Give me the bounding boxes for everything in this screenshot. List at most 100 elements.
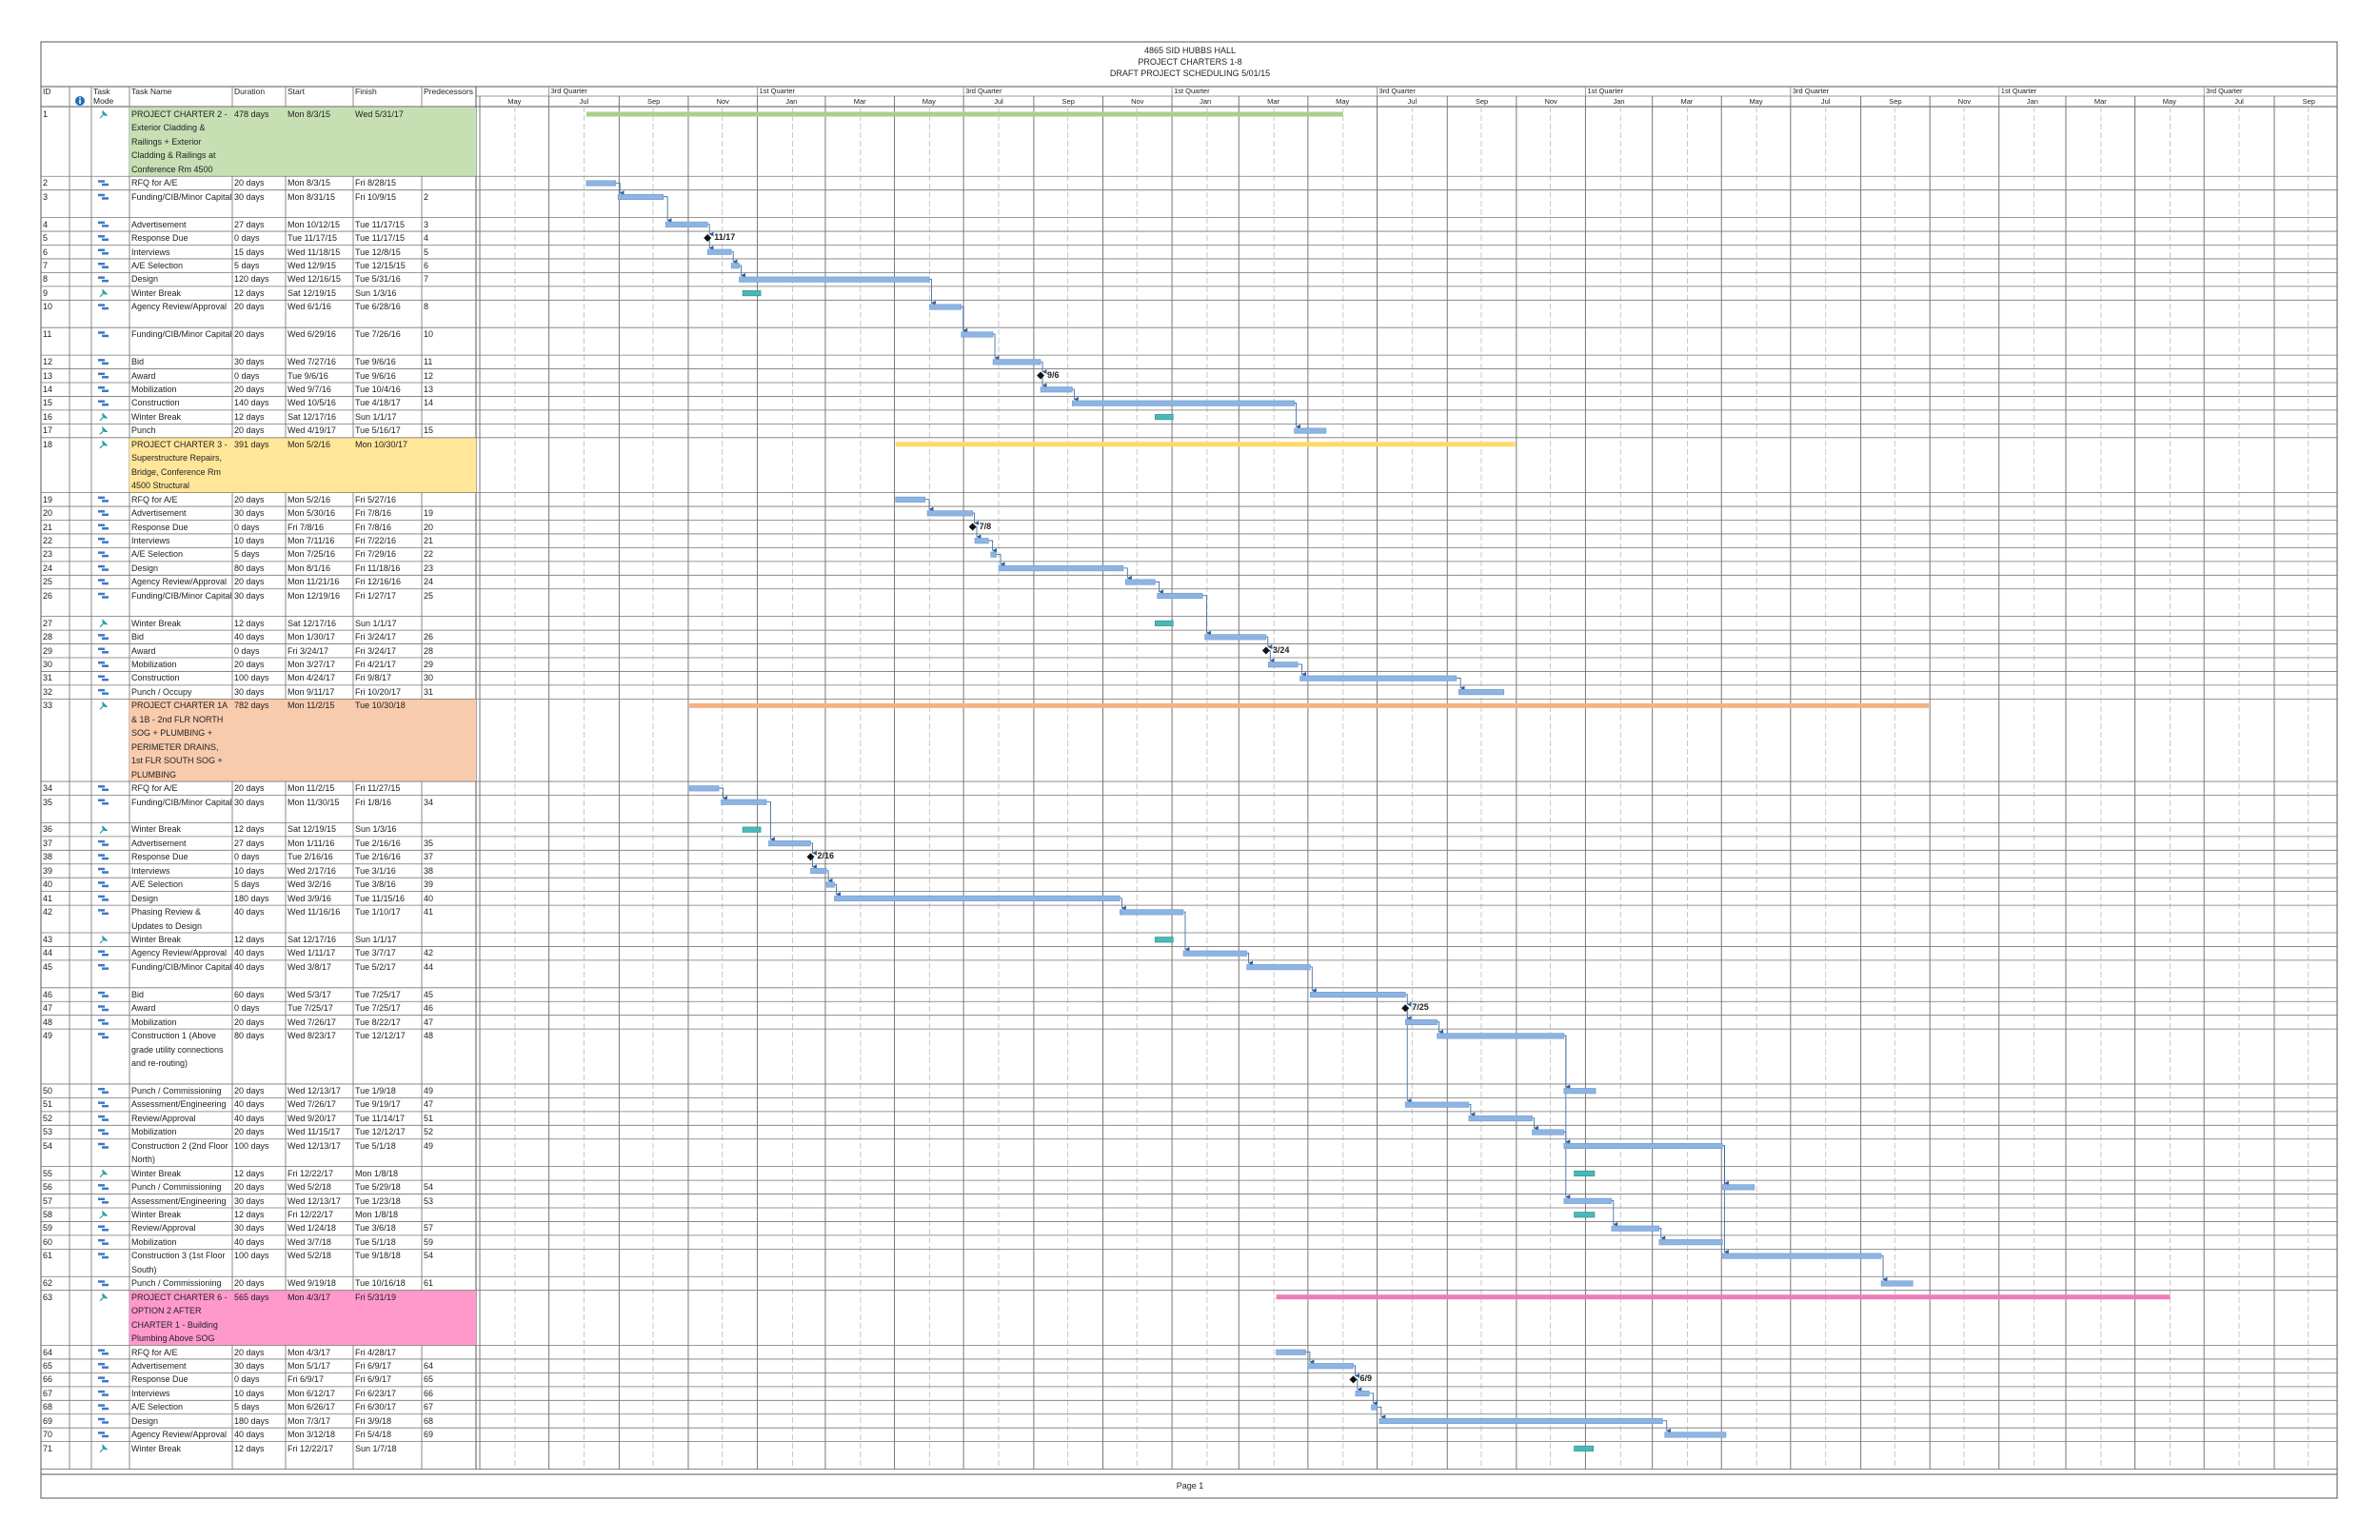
task-name: Design <box>131 1415 159 1426</box>
task-mode-auto-icon <box>102 871 109 874</box>
task-finish: Fri 7/29/16 <box>355 549 397 560</box>
dependency-link <box>993 333 1000 361</box>
task-finish: Sun 1/7/18 <box>355 1443 397 1453</box>
task-start: Mon 7/3/17 <box>288 1415 331 1426</box>
task-start: Mon 9/11/17 <box>288 686 335 697</box>
task-finish: Tue 1/23/18 <box>355 1195 401 1206</box>
task-id: 64 <box>43 1347 53 1357</box>
task-name: Award <box>131 1003 156 1014</box>
task-start: Wed 5/2/18 <box>288 1251 331 1261</box>
dependency-link <box>1722 1145 1729 1254</box>
task-start: Mon 10/12/15 <box>288 219 341 229</box>
task-mode-auto-icon <box>102 596 109 599</box>
task-predecessor: 41 <box>424 907 434 918</box>
dependency-link <box>731 251 738 265</box>
task-name: Winter Break <box>131 618 182 628</box>
task-predecessor: 20 <box>424 522 434 532</box>
task-name: Punch / Commissioning <box>131 1278 222 1289</box>
task-name: Mobilization <box>131 1236 177 1247</box>
task-duration: 80 days <box>234 563 265 573</box>
task-mode-auto-icon <box>98 1087 105 1091</box>
task-mode-auto-icon <box>98 867 105 871</box>
task-mode-manual-icon <box>99 1169 109 1178</box>
task-id: 17 <box>43 425 53 436</box>
month-label: Sep <box>1475 97 1489 106</box>
task-start: Wed 12/13/17 <box>288 1195 341 1206</box>
task-start: Mon 6/26/17 <box>288 1402 336 1412</box>
task-start: Tue 2/16/16 <box>288 852 333 862</box>
task-start: Mon 8/1/16 <box>288 563 331 573</box>
task-mode-auto-icon <box>102 1283 109 1287</box>
task-id: 63 <box>43 1292 53 1302</box>
task-finish: Fri 10/20/17 <box>355 686 402 697</box>
task-start: Wed 12/9/15 <box>288 260 336 270</box>
task-duration: 5 days <box>234 549 260 560</box>
month-label: May <box>507 97 522 106</box>
milestone-label: 7/25 <box>1412 1002 1429 1013</box>
task-finish: Sun 1/3/16 <box>355 824 397 835</box>
task-mode-auto-icon <box>98 276 105 279</box>
task-mode-auto-icon <box>98 1142 105 1146</box>
task-id: 44 <box>43 948 53 958</box>
task-finish: Tue 11/17/15 <box>355 233 406 244</box>
task-predecessor: 65 <box>424 1374 434 1385</box>
task-mode-auto-icon <box>98 1101 105 1104</box>
dependency-link <box>826 870 833 883</box>
task-start: Wed 6/29/16 <box>288 329 336 340</box>
task-mode-auto-icon <box>102 389 109 392</box>
task-name: Assessment/Engineering <box>131 1195 227 1206</box>
month-label: Jan <box>1200 97 1212 106</box>
task-bar <box>1722 1253 1882 1259</box>
task-bar <box>1658 1239 1723 1246</box>
task-mode-auto-icon <box>102 306 109 310</box>
page-border <box>40 41 2338 1499</box>
task-bar <box>1404 1101 1470 1108</box>
task-bar <box>1664 1431 1727 1438</box>
task-id: 18 <box>43 439 53 449</box>
task-bar <box>721 799 767 805</box>
task-mode-auto-icon <box>102 1187 109 1191</box>
task-name: Interviews <box>131 535 170 545</box>
task-bar <box>664 221 708 227</box>
task-id: 29 <box>43 645 53 656</box>
task-bars <box>585 111 2171 1451</box>
task-mode-auto-icon <box>102 1022 109 1025</box>
task-mode-auto-icon <box>102 1008 109 1012</box>
task-start: Wed 7/27/16 <box>288 357 336 367</box>
task-mode-auto-icon <box>102 788 109 792</box>
info-icon <box>75 96 85 106</box>
dependency-link <box>1310 966 1317 994</box>
month-label: Jul <box>994 97 1003 106</box>
task-mode-auto-icon <box>98 523 105 526</box>
task-id: 21 <box>43 522 53 532</box>
task-mode-auto-icon <box>102 1201 109 1204</box>
task-start: Mon 3/12/18 <box>288 1430 336 1440</box>
task-duration: 12 days <box>234 411 265 422</box>
task-bar <box>810 867 827 875</box>
task-finish: Tue 8/22/17 <box>355 1017 401 1027</box>
task-start: Wed 7/26/17 <box>288 1017 336 1027</box>
title-line: 4865 SID HUBBS HALL <box>1143 46 1237 55</box>
task-predecessor: 53 <box>424 1195 434 1206</box>
month-label: Jan <box>2026 97 2038 106</box>
task-start: Wed 9/19/18 <box>288 1278 336 1289</box>
task-start: Wed 1/11/17 <box>288 948 336 958</box>
task-mode-manual-icon <box>99 1210 109 1219</box>
task-mode-auto-icon <box>98 1417 105 1421</box>
task-id: 9 <box>43 287 49 298</box>
month-label: Mar <box>853 97 866 106</box>
task-mode-auto-icon <box>98 647 105 651</box>
task-predecessor: 39 <box>424 879 434 890</box>
task-start: Wed 2/17/16 <box>288 865 336 876</box>
task-mode-auto-icon <box>98 193 105 197</box>
task-name: A/E Selection <box>131 879 184 890</box>
task-start: Wed 12/13/17 <box>288 1085 341 1096</box>
task-start: Mon 11/2/15 <box>288 783 335 794</box>
month-label: May <box>1336 97 1350 106</box>
task-name: Interviews <box>131 247 170 257</box>
task-name: Winter Break <box>131 1168 182 1178</box>
task-id: 59 <box>43 1223 53 1234</box>
task-id: 39 <box>43 865 53 876</box>
task-name: Response Due <box>131 522 188 532</box>
task-id: 14 <box>43 385 53 394</box>
